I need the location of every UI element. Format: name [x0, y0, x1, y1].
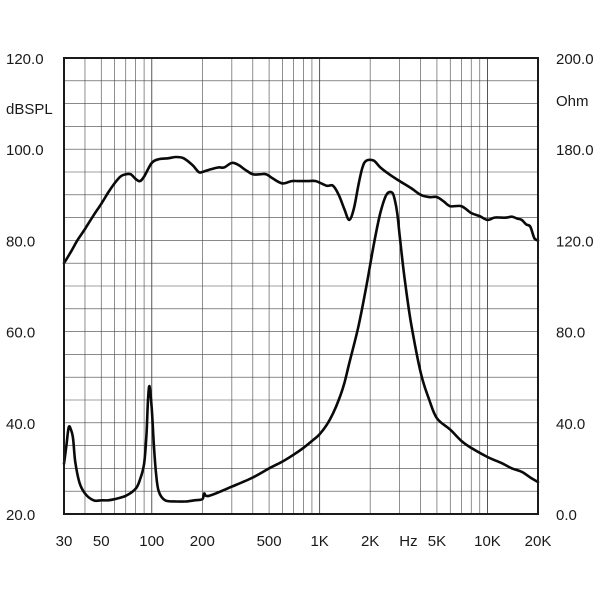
- right-y-tick-label: 0.0: [556, 507, 577, 524]
- spl-response-curve: [62, 155, 540, 265]
- x-tick-label: 1K: [310, 533, 328, 550]
- x-tick-label: 100: [139, 533, 164, 550]
- left-y-tick-label: 60.0: [6, 325, 35, 342]
- x-tick-label: 10K: [474, 533, 501, 550]
- right-y-tick-label: 180.0: [556, 142, 594, 159]
- right-y-tick-label: 200.0: [556, 51, 594, 68]
- left-y-tick-label: 100.0: [6, 142, 44, 159]
- chart-grid: [64, 58, 538, 514]
- plot-frame: [63, 57, 539, 515]
- x-tick-label: 20K: [525, 533, 552, 550]
- right-y-tick-label: 120.0: [556, 233, 594, 250]
- right-axis-unit: Ohm: [556, 93, 589, 110]
- x-tick-label: 2K: [361, 533, 379, 550]
- x-tick-label: 5K: [428, 533, 446, 550]
- axis-labels: 20.0 40.0 60.0 80.0 100.0 120.0 0.0 40.0 80.0 120…: [6, 51, 594, 550]
- left-axis-unit: dBSPL: [6, 101, 53, 118]
- left-y-tick-label: 80.0: [6, 233, 35, 250]
- right-y-tick-label: 40.0: [556, 416, 585, 433]
- x-tick-label: 50: [93, 533, 110, 550]
- x-tick-label: 30: [56, 533, 73, 550]
- left-y-tick-label: 20.0: [6, 507, 35, 524]
- impedance-curve: [62, 190, 540, 503]
- left-y-tick-label: 120.0: [6, 51, 44, 68]
- x-axis-unit: Hz: [399, 533, 417, 550]
- right-y-tick-label: 80.0: [556, 325, 585, 342]
- x-tick-label: 500: [257, 533, 282, 550]
- x-tick-label: 200: [190, 533, 215, 550]
- left-y-tick-label: 40.0: [6, 416, 35, 433]
- chart-curves: [62, 155, 540, 503]
